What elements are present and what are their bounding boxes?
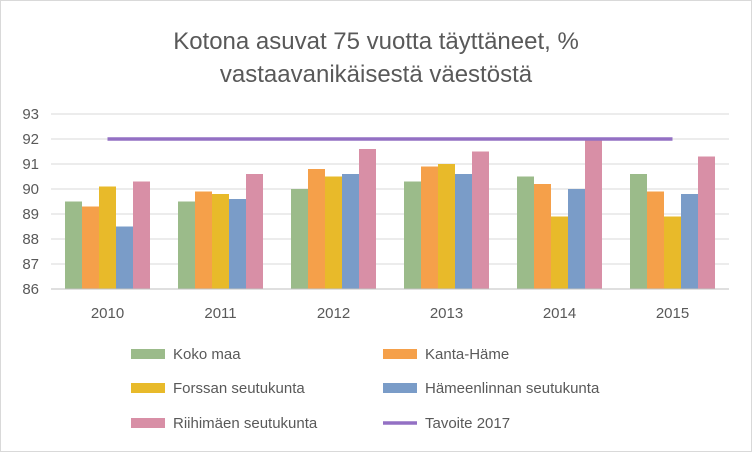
legend-label-riihim-en-seutukunta: Riihimäen seutukunta	[173, 415, 318, 432]
bar-forssan-seutukunta-2012	[325, 176, 342, 289]
legend-label-h-meenlinnan-seutukunta: Hämeenlinnan seutukunta	[425, 380, 600, 397]
bar-koko-maa-2014	[517, 176, 534, 289]
bar-h-meenlinnan-seutukunta-2014	[568, 189, 585, 289]
legend-label-tavoite-2017: Tavoite 2017	[425, 415, 510, 432]
x-tick-label-2015: 2015	[656, 305, 689, 322]
legend-label-forssan-seutukunta: Forssan seutukunta	[173, 380, 305, 397]
bar-riihim-en-seutukunta-2014	[585, 139, 602, 289]
legend-swatch-riihim-en-seutukunta	[131, 418, 165, 428]
x-tick-label-2012: 2012	[317, 305, 350, 322]
bar-kanta-h-me-2014	[534, 184, 551, 289]
x-tick-label-2014: 2014	[543, 305, 576, 322]
legend-swatch-kanta-h-me	[383, 349, 417, 359]
bar-koko-maa-2015	[630, 174, 647, 289]
bar-koko-maa-2011	[178, 201, 195, 289]
bar-forssan-seutukunta-2014	[551, 216, 568, 289]
y-tick-label-88: 88	[22, 231, 39, 248]
y-tick-label-93: 93	[22, 106, 39, 123]
x-tick-label-2013: 2013	[430, 305, 463, 322]
x-tick-label-2011: 2011	[204, 305, 236, 322]
bar-forssan-seutukunta-2010	[99, 186, 116, 289]
legend-label-kanta-h-me: Kanta-Häme	[425, 346, 509, 363]
bar-h-meenlinnan-seutukunta-2015	[681, 194, 698, 289]
bar-forssan-seutukunta-2015	[664, 216, 681, 289]
bar-h-meenlinnan-seutukunta-2010	[116, 226, 133, 289]
bar-kanta-h-me-2012	[308, 169, 325, 289]
legend-swatch-forssan-seutukunta	[131, 383, 165, 393]
bar-forssan-seutukunta-2011	[212, 194, 229, 289]
bar-koko-maa-2010	[65, 201, 82, 289]
bar-riihim-en-seutukunta-2010	[133, 181, 150, 289]
y-tick-label-91: 91	[22, 156, 39, 173]
legend-swatch-koko-maa	[131, 349, 165, 359]
bar-h-meenlinnan-seutukunta-2013	[455, 174, 472, 289]
y-tick-label-89: 89	[22, 206, 39, 223]
bar-koko-maa-2013	[404, 181, 421, 289]
y-tick-label-90: 90	[22, 181, 39, 198]
chart-title-line-2: vastaavanikäisestä väestöstä	[220, 61, 533, 88]
bar-forssan-seutukunta-2013	[438, 164, 455, 289]
bar-kanta-h-me-2013	[421, 166, 438, 289]
bar-h-meenlinnan-seutukunta-2012	[342, 174, 359, 289]
bar-riihim-en-seutukunta-2011	[246, 174, 263, 289]
bar-riihim-en-seutukunta-2012	[359, 149, 376, 289]
bar-koko-maa-2012	[291, 189, 308, 289]
y-tick-label-87: 87	[22, 256, 39, 273]
bar-kanta-h-me-2010	[82, 206, 99, 289]
bar-h-meenlinnan-seutukunta-2011	[229, 199, 246, 289]
x-tick-label-2010: 2010	[91, 305, 124, 322]
bar-kanta-h-me-2011	[195, 191, 212, 289]
legend-swatch-h-meenlinnan-seutukunta	[383, 383, 417, 393]
legend-label-koko-maa: Koko maa	[173, 346, 241, 363]
bar-kanta-h-me-2015	[647, 191, 664, 289]
bar-riihim-en-seutukunta-2013	[472, 151, 489, 289]
chart-title-line-1: Kotona asuvat 75 vuotta täyttäneet, %	[173, 28, 579, 55]
y-tick-label-86: 86	[22, 281, 39, 298]
y-tick-label-92: 92	[22, 131, 39, 148]
bar-riihim-en-seutukunta-2015	[698, 156, 715, 289]
